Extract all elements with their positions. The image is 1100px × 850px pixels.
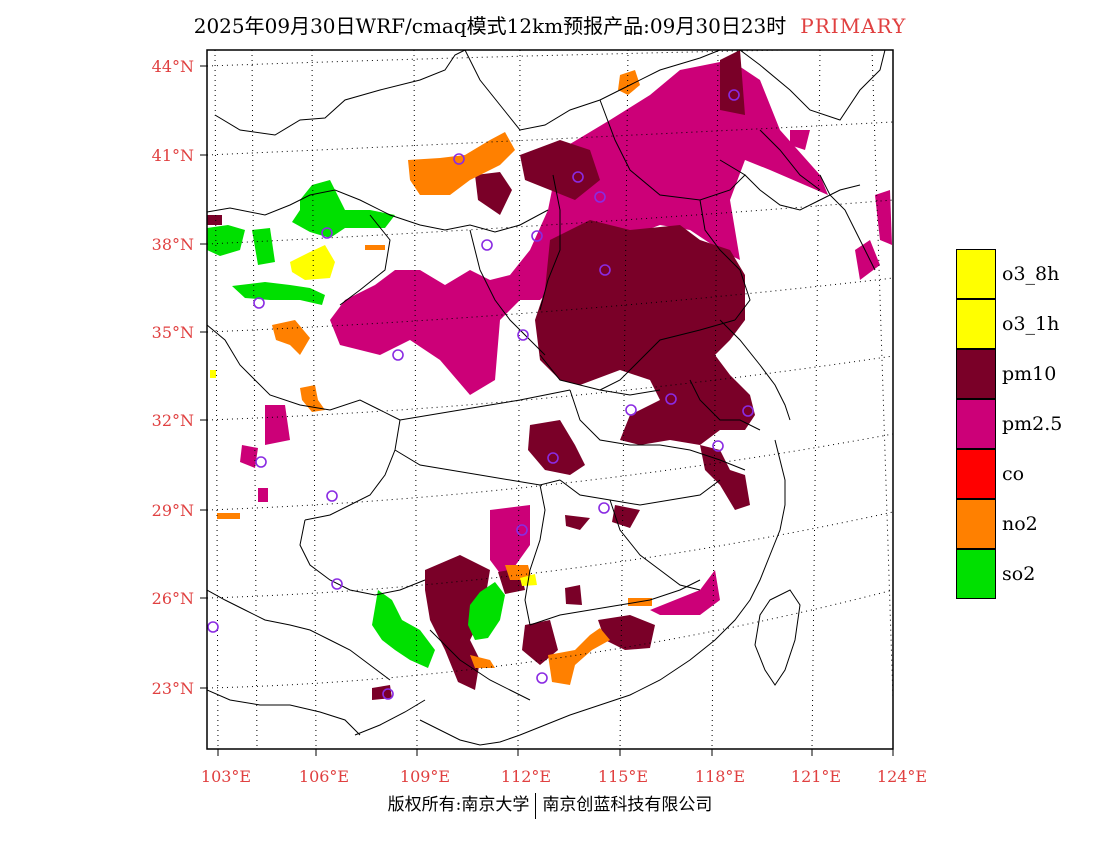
station-marker <box>255 456 267 468</box>
station-marker <box>516 524 528 536</box>
station-marker <box>594 191 606 203</box>
legend-label: so2 <box>1002 563 1036 585</box>
legend-swatch <box>956 299 996 349</box>
legend-swatch <box>956 249 996 299</box>
lon-label: 112°E <box>501 767 551 786</box>
lat-label: 41°N <box>152 146 194 165</box>
lat-label: 23°N <box>152 679 194 698</box>
legend-label: o3_8h <box>1002 263 1060 285</box>
station-marker <box>547 452 559 464</box>
station-marker <box>712 440 724 452</box>
station-marker <box>326 490 338 502</box>
company-text: 南京创蓝科技有限公司 <box>542 795 713 815</box>
axis-ticks <box>200 65 894 756</box>
station-marker <box>517 329 529 341</box>
legend-label: pm2.5 <box>1002 413 1063 435</box>
legend-label: o3_1h <box>1002 313 1060 335</box>
legend-swatch <box>956 449 996 499</box>
station-marker <box>572 171 584 183</box>
lon-label: 109°E <box>400 767 450 786</box>
legend-label: no2 <box>1002 513 1038 535</box>
station-marker <box>531 230 543 242</box>
lat-label: 26°N <box>152 589 194 608</box>
lat-label: 35°N <box>152 323 194 342</box>
lon-label: 124°E <box>877 767 927 786</box>
station-marker <box>382 688 394 700</box>
graticule <box>207 50 893 749</box>
station-marker <box>207 621 219 633</box>
legend-swatch <box>956 349 996 399</box>
station-marker <box>331 578 343 590</box>
primary-tag: PRIMARY <box>800 14 907 38</box>
station-marker <box>392 349 404 361</box>
station-marker <box>321 227 333 239</box>
title-text: 2025年09月30日WRF/cmaq模式12km预报产品:09月30日23时 <box>193 14 787 38</box>
legend-label: co <box>1002 463 1025 485</box>
station-marker <box>728 89 740 101</box>
lat-label: 32°N <box>152 411 194 430</box>
lon-label: 118°E <box>695 767 745 786</box>
lon-label: 103°E <box>201 767 251 786</box>
legend-label: pm10 <box>1002 363 1057 385</box>
map-title: 2025年09月30日WRF/cmaq模式12km预报产品:09月30日23时 P… <box>0 10 1100 39</box>
legend-swatch <box>956 549 996 599</box>
footer-divider <box>535 792 537 819</box>
lat-labels: 44°N 41°N 38°N 35°N 32°N 29°N 26°N 23°N <box>152 57 194 698</box>
station-marker <box>665 393 677 405</box>
station-marker <box>599 264 611 276</box>
lon-label: 106°E <box>299 767 349 786</box>
station-marker <box>536 672 548 684</box>
legend-swatch <box>956 499 996 549</box>
lon-labels: 103°E 106°E 109°E 112°E 115°E 118°E 121°… <box>201 767 927 786</box>
lat-label: 38°N <box>152 235 194 254</box>
footer: 版权所有:南京大学 南京创蓝科技有限公司 <box>0 790 1100 819</box>
station-marker <box>625 404 637 416</box>
station-marker <box>253 297 265 309</box>
station-marker <box>742 405 754 417</box>
lon-label: 115°E <box>598 767 648 786</box>
station-marker <box>598 502 610 514</box>
station-marker <box>453 153 465 165</box>
station-markers <box>207 89 754 700</box>
station-marker <box>481 239 493 251</box>
copyright-text: 版权所有:南京大学 <box>387 795 530 815</box>
legend-swatch <box>956 399 996 449</box>
lon-label: 121°E <box>791 767 841 786</box>
so2-regions <box>207 180 505 668</box>
map-frame <box>206 49 894 750</box>
map-content <box>207 50 893 749</box>
lat-label: 29°N <box>152 501 194 520</box>
boundaries <box>207 50 886 746</box>
lat-label: 44°N <box>152 57 194 76</box>
